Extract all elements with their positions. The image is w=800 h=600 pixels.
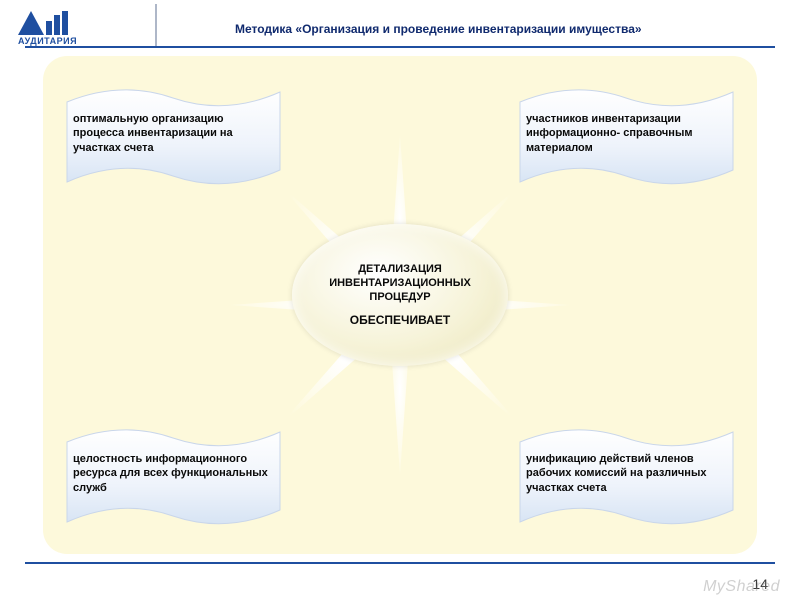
logo-mark-icon: [18, 9, 77, 35]
logo-text: АУДИТАРИЯ: [18, 36, 77, 46]
center-line1: ДЕТАЛИЗАЦИЯ: [358, 263, 442, 277]
center-line2: ИНВЕНТАРИЗАЦИОННЫХ: [329, 277, 471, 291]
header: АУДИТАРИЯ Методика «Организация и провед…: [0, 0, 800, 48]
node-bottom-right: унификацию действий членов рабочих комис…: [514, 414, 739, 534]
diagram-canvas: ДЕТАЛИЗАЦИЯ ИНВЕНТАРИЗАЦИОННЫХ ПРОЦЕДУР …: [43, 56, 757, 554]
node-top-right-text: участников инвентаризации информационно-…: [526, 112, 727, 155]
header-divider: [155, 4, 157, 46]
center-node: ДЕТАЛИЗАЦИЯ ИНВЕНТАРИЗАЦИОННЫХ ПРОЦЕДУР …: [292, 224, 508, 366]
top-rule: [25, 46, 775, 48]
node-top-left-text: оптимальную организацию процесса инвента…: [73, 112, 274, 155]
center-line3: ПРОЦЕДУР: [369, 291, 430, 305]
logo: АУДИТАРИЯ: [18, 9, 77, 46]
node-bottom-left: целостность информационного ресурса для …: [61, 414, 286, 534]
node-bottom-left-text: целостность информационного ресурса для …: [73, 452, 274, 495]
page-title: Методика «Организация и проведение инвен…: [235, 22, 642, 36]
node-top-left: оптимальную организацию процесса инвента…: [61, 74, 286, 194]
bottom-rule: [25, 562, 775, 564]
node-top-right: участников инвентаризации информационно-…: [514, 74, 739, 194]
node-bottom-right-text: унификацию действий членов рабочих комис…: [526, 452, 727, 495]
watermark: MyShared: [703, 578, 780, 596]
center-emph: ОБЕСПЕЧИВАЕТ: [350, 313, 450, 327]
